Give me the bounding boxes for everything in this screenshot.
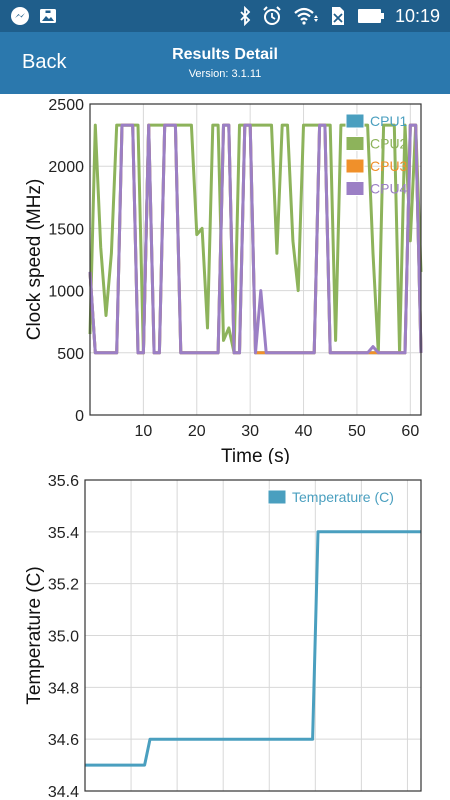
no-sim-icon bbox=[331, 7, 344, 25]
chart-0-xtick-label: 30 bbox=[241, 423, 259, 440]
cpu-clock-chart: 0 500 1000 1500 2000 2500 10 20 30 40 50 60 Time (s)… bbox=[24, 97, 423, 464]
chart-1-ytick-label: 35.4 bbox=[48, 525, 79, 542]
status-left-icons bbox=[10, 6, 58, 26]
chart-0-xtick-label: 60 bbox=[401, 423, 419, 440]
chart-1-legend-swatch bbox=[267, 489, 287, 505]
chart-0-xtick-label: 20 bbox=[188, 423, 206, 440]
chart-0-series-line-cpu4 bbox=[88, 123, 423, 355]
status-right-icons: 10:19 bbox=[239, 0, 440, 32]
messenger-icon bbox=[11, 7, 29, 25]
chart-0-ytick-label: 1500 bbox=[48, 221, 84, 238]
chart-0-ytick-label: 1000 bbox=[48, 284, 84, 301]
chart-0-axis-frame bbox=[89, 103, 422, 416]
gallery-icon bbox=[40, 9, 56, 23]
chart-0-legend-swatch bbox=[345, 136, 365, 151]
chart-1-ytick-label: 35.0 bbox=[48, 629, 79, 646]
back-button[interactable]: Back bbox=[22, 51, 67, 73]
chart-0-legend-label: CPU3 bbox=[370, 158, 408, 174]
chart-1-legend-label: Temperature (C) bbox=[292, 489, 394, 505]
chart-0-xtick-label: 10 bbox=[134, 423, 152, 440]
chart-0-legend-swatch bbox=[345, 181, 365, 196]
chart-1-ytick-label: 35.2 bbox=[48, 577, 79, 594]
chart-0-xtick-label: 40 bbox=[295, 423, 313, 440]
chart-1-series-line-temperature-c- bbox=[85, 530, 421, 767]
chart-0-ytick-label: 0 bbox=[75, 408, 84, 425]
chart-1-ytick-label: 35.6 bbox=[48, 473, 79, 490]
status-bar: 10:19 bbox=[0, 0, 450, 32]
chart-1-ytick-label: 34.4 bbox=[48, 784, 79, 800]
chart-1-y-axis-label: Temperature (C) bbox=[24, 566, 45, 704]
temperature-chart: 34.4 34.6 34.8 35.0 35.2 35.4 35.6 Temperature … bbox=[24, 473, 422, 800]
chart-0-x-axis-label: Time (s) bbox=[221, 446, 290, 464]
chart-0-y-axis-label: Clock speed (MHz) bbox=[24, 179, 45, 341]
chart-0-ytick-label: 2500 bbox=[48, 97, 84, 114]
chart-0-xtick-label: 50 bbox=[348, 423, 366, 440]
chart-1-ytick-label: 34.6 bbox=[48, 732, 79, 749]
status-time: 10:19 bbox=[394, 5, 440, 26]
app-bar: Back Results Detail Version: 3.1.11 bbox=[0, 32, 450, 94]
chart-0-ytick-label: 2000 bbox=[48, 159, 84, 176]
alarm-icon bbox=[263, 6, 281, 25]
battery-icon bbox=[357, 9, 384, 23]
chart-0-legend-label: CPU1 bbox=[370, 113, 408, 129]
chart-1-ytick-label: 34.8 bbox=[48, 680, 79, 697]
chart-0-legend-label: CPU4 bbox=[370, 181, 408, 197]
version-label: Version: 3.1.11 bbox=[188, 68, 262, 80]
chart-0-legend-swatch bbox=[345, 158, 365, 174]
chart-0-ytick-label: 500 bbox=[57, 346, 84, 363]
chart-1-axis-frame bbox=[84, 479, 422, 792]
chart-0-legend-swatch bbox=[345, 113, 365, 129]
chart-0-legend-label: CPU2 bbox=[370, 136, 408, 152]
bluetooth-icon bbox=[240, 6, 251, 26]
page-title: Results Detail bbox=[172, 46, 278, 63]
wifi-icon bbox=[294, 7, 318, 25]
